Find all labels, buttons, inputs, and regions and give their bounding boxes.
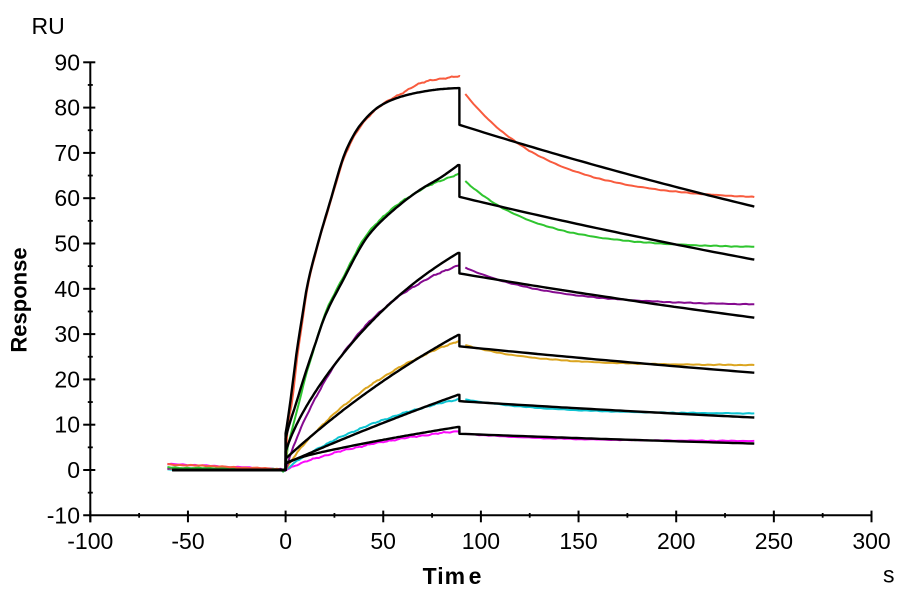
svg-text:100: 100 xyxy=(462,528,500,554)
svg-text:90: 90 xyxy=(54,49,80,75)
svg-text:-10: -10 xyxy=(47,502,80,528)
svg-text:0: 0 xyxy=(67,457,80,483)
svg-text:s: s xyxy=(883,562,895,588)
svg-text:Response: Response xyxy=(7,247,32,352)
svg-text:300: 300 xyxy=(852,528,890,554)
svg-text:-100: -100 xyxy=(67,528,113,554)
svg-text:250: 250 xyxy=(755,528,793,554)
svg-text:80: 80 xyxy=(54,95,80,121)
svg-text:70: 70 xyxy=(54,140,80,166)
svg-text:10: 10 xyxy=(54,412,80,438)
svg-text:0: 0 xyxy=(279,528,292,554)
svg-text:20: 20 xyxy=(54,366,80,392)
svg-text:40: 40 xyxy=(54,276,80,302)
svg-text:60: 60 xyxy=(54,185,80,211)
svg-text:-50: -50 xyxy=(171,528,204,554)
svg-text:30: 30 xyxy=(54,321,80,347)
svg-text:RU: RU xyxy=(32,13,65,39)
svg-text:200: 200 xyxy=(657,528,695,554)
svg-text:50: 50 xyxy=(54,231,80,257)
svg-text:150: 150 xyxy=(559,528,597,554)
svg-text:50: 50 xyxy=(370,528,396,554)
